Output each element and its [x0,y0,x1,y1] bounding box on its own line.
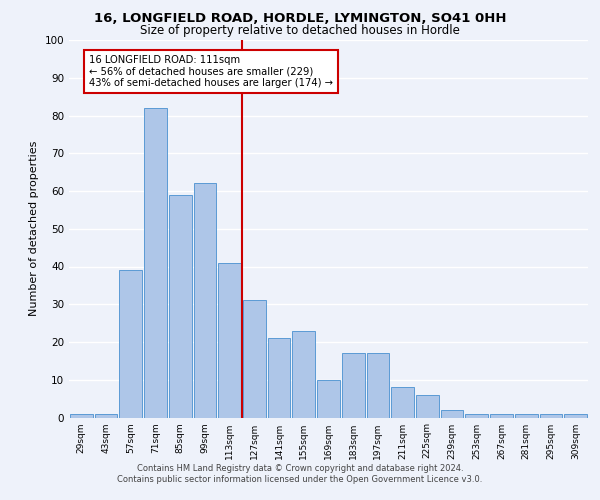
Bar [243,300,266,418]
Bar [391,388,414,418]
Bar [292,330,315,418]
Bar [564,414,587,418]
Bar [95,414,118,418]
Bar [441,410,463,418]
Text: 16, LONGFIELD ROAD, HORDLE, LYMINGTON, SO41 0HH: 16, LONGFIELD ROAD, HORDLE, LYMINGTON, S… [94,12,506,26]
Bar [539,414,562,418]
Bar [317,380,340,418]
Text: Size of property relative to detached houses in Hordle: Size of property relative to detached ho… [140,24,460,37]
Bar [515,414,538,418]
Bar [70,414,93,418]
Bar [466,414,488,418]
Bar [194,184,216,418]
Bar [268,338,290,417]
Bar [119,270,142,418]
Bar [169,195,191,418]
Text: Contains public sector information licensed under the Open Government Licence v3: Contains public sector information licen… [118,475,482,484]
Text: Contains HM Land Registry data © Crown copyright and database right 2024.: Contains HM Land Registry data © Crown c… [137,464,463,473]
Text: 16 LONGFIELD ROAD: 111sqm
← 56% of detached houses are smaller (229)
43% of semi: 16 LONGFIELD ROAD: 111sqm ← 56% of detac… [89,55,333,88]
Y-axis label: Number of detached properties: Number of detached properties [29,141,39,316]
Bar [416,395,439,417]
Bar [367,354,389,418]
Bar [218,262,241,418]
Bar [490,414,513,418]
Bar [342,354,365,418]
Bar [144,108,167,418]
